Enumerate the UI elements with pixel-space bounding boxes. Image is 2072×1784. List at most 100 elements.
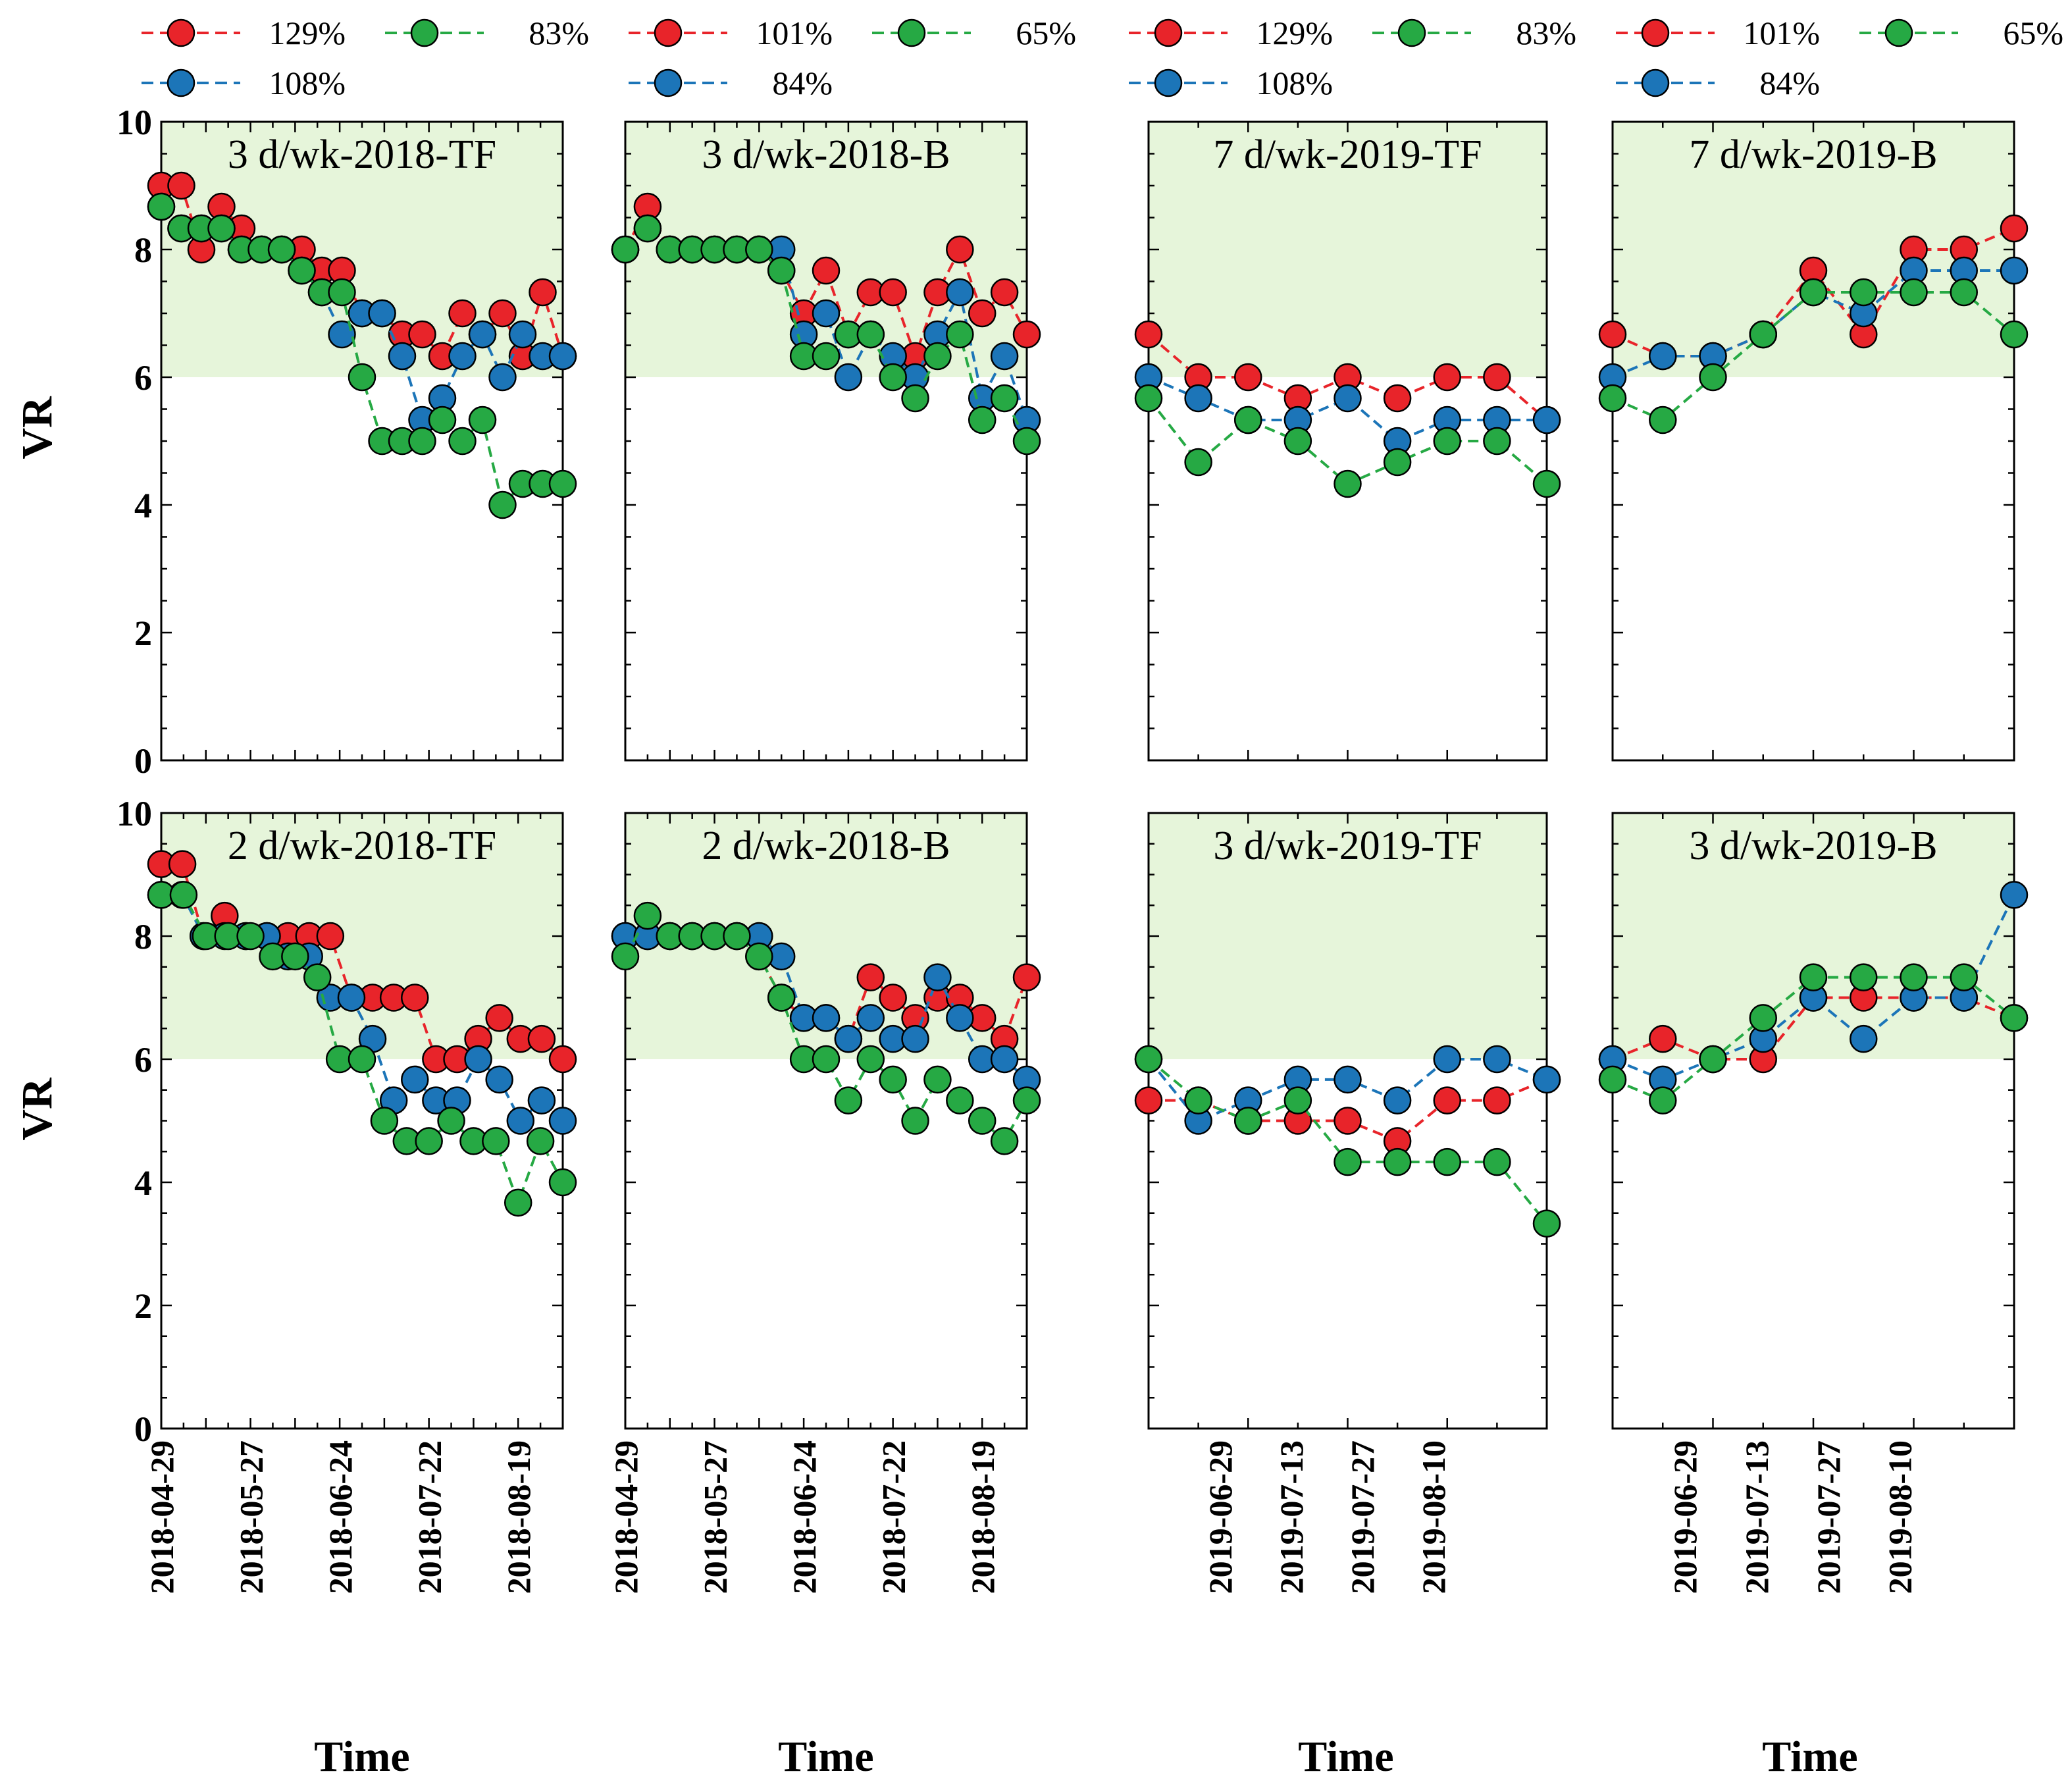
legend-entry-right-1: 83% (1372, 14, 1576, 51)
panel-1-ytick-label-6: 6 (134, 358, 152, 398)
panel-5-series-red-point-8 (316, 922, 345, 951)
panel-8-series-green-point-0 (1598, 1065, 1627, 1094)
panel-5-series-green-point-12 (415, 1127, 443, 1155)
panel-2-series-green-point-15 (946, 320, 974, 349)
legend-label-left-0: 129% (269, 14, 346, 51)
panel-6-series-green-point-11 (856, 1045, 885, 1074)
panel-1-series-green-point-6 (267, 235, 296, 264)
panel-4-series-green-point-0 (1598, 384, 1627, 413)
panel-2: 3 d/wk-2018-B (611, 120, 1041, 762)
panel-5-ytick-label-0: 0 (134, 1409, 152, 1449)
x-axis-title-2: Time (778, 1733, 873, 1781)
legend-entry-left-0: 129% (142, 14, 346, 51)
panel-8-series-blue-point-8 (2000, 881, 2029, 909)
panel-5-ytick-label-10: 10 (117, 794, 152, 833)
panel-6-date-label-2: 2018-06-24 (786, 1440, 823, 1594)
panel-8-series-green-point-1 (1649, 1086, 1677, 1115)
panel-2-series-green-point-11 (856, 320, 885, 349)
panel-4-series-green-point-2 (1699, 363, 1727, 392)
panel-8-date-label-1: 2019-07-13 (1738, 1440, 1775, 1594)
legend-marker-right-0 (1154, 18, 1183, 47)
panel-6-series-green-point-12 (879, 1065, 907, 1094)
legend-entry-right-5: 84% (1616, 65, 1820, 101)
panel-1-series-green (147, 192, 577, 519)
panel-1-ytick-label-4: 4 (134, 486, 152, 525)
panel-5-series-blue-point-17 (506, 1107, 535, 1135)
panel-2-series-green-point-14 (923, 342, 952, 371)
panel-4: 7 d/wk-2019-B (1598, 120, 2029, 762)
panel-4-series-green-point-6 (1900, 278, 1928, 307)
panel-4-title: 7 d/wk-2019-B (1689, 132, 1937, 177)
panel-3-series-green-point-2 (1234, 406, 1262, 434)
panel-2-series-green-point-16 (968, 406, 997, 434)
panel-3-series-red-point-7 (1483, 363, 1511, 392)
panel-1-series-green-point-13 (408, 427, 436, 456)
panel-6-series-green-point-14 (923, 1065, 952, 1094)
panel-8-series-green-point-7 (1950, 963, 1978, 991)
panel-1-series-green-point-20 (548, 469, 577, 498)
panel-5-series-red-point-19 (548, 1045, 577, 1074)
panel-5-series-red-point-18 (527, 1024, 556, 1053)
panel-1-series-blue-point-12 (388, 342, 417, 371)
panel-3-series-green-point-6 (1433, 427, 1461, 456)
panel-6-series-green-point-10 (834, 1086, 863, 1115)
panel-6-series-green-point-9 (812, 1045, 841, 1074)
legend-label-left-2: 108% (269, 65, 346, 101)
legend-marker-right-3 (1641, 18, 1670, 47)
panel-5-series-green-point-6 (281, 942, 309, 971)
panel-1-ytick-label-8: 8 (134, 230, 152, 270)
panel-4-series-green-point-1 (1649, 406, 1677, 434)
panel-1-series-blue-point-16 (468, 320, 497, 349)
panel-3-target-band (1149, 122, 1547, 377)
panel-8-series-blue-point-5 (1850, 1024, 1878, 1053)
panel-6-date-label-4: 2018-08-19 (964, 1440, 1001, 1594)
panel-6-series-green-point-7 (767, 984, 796, 1012)
panel-3-series-green-point-5 (1383, 448, 1412, 477)
panel-8-title: 3 d/wk-2019-B (1689, 824, 1937, 868)
panel-2-series-red-point-12 (879, 278, 907, 307)
legend-label-left-1: 83% (529, 14, 589, 51)
panel-7-series-green-point-5 (1383, 1147, 1412, 1176)
panel-6-date-label-0: 2018-04-29 (608, 1440, 644, 1594)
legend-marker-right-4 (1884, 18, 1913, 47)
panel-2-series-green-point-17 (990, 384, 1019, 413)
panel-7-series-red-point-0 (1134, 1086, 1163, 1115)
legend-label-right-1: 83% (1516, 14, 1576, 51)
panel-1-ytick-label-10: 10 (117, 103, 152, 142)
legend-label-left-3: 101% (756, 14, 833, 51)
panel-2-series-red-point-18 (1012, 320, 1041, 349)
panel-1-series-green-point-9 (328, 278, 356, 307)
panel-2-title: 3 d/wk-2018-B (702, 132, 950, 177)
legend-label-right-4: 65% (2003, 14, 2063, 51)
panel-2-series-green-point-13 (901, 384, 929, 413)
panel-2-series-green-point-1 (633, 214, 662, 243)
panel-7-date-label-1: 2019-07-13 (1273, 1440, 1310, 1594)
panel-3-series-red-point-5 (1383, 384, 1412, 413)
panel-2-series-green-point-12 (879, 363, 907, 392)
panel-5-series-green-point-17 (526, 1127, 555, 1155)
panel-2-series-green (611, 214, 1041, 456)
panel-1-series-red-point-17 (488, 299, 517, 328)
legend-marker-left-0 (167, 18, 195, 47)
panel-6-series-green-point-6 (745, 942, 773, 971)
panel-1-series-blue-point-17 (488, 363, 517, 392)
panel-8-series-green-point-4 (1799, 963, 1828, 991)
legend-marker-left-3 (654, 18, 683, 47)
panel-2-series-blue-point-10 (834, 363, 863, 392)
panel-1-series-green-point-7 (288, 256, 316, 285)
panel-8-series-green-point-6 (1900, 963, 1928, 991)
panel-2-series-green-point-9 (812, 342, 841, 371)
panel-7-date-label-3: 2019-08-10 (1415, 1440, 1452, 1594)
panel-5-date-label-3: 2018-07-22 (411, 1440, 448, 1594)
panels-area: 0 2 4 6 8 10 3 d/wk-2018-TF 3 d/wk-2018-B 7 d/wk… (117, 103, 2029, 1594)
legend-label-right-0: 129% (1256, 14, 1333, 51)
panel-6: 2 d/wk-2018-B 2018-04-29 2018-05-27 2018-06… (608, 812, 1041, 1594)
panel-8-date-label-0: 2019-06-29 (1667, 1440, 1703, 1594)
panel-1-series-green-point-17 (488, 490, 517, 519)
panel-5-series-green (147, 881, 577, 1217)
legend-label-right-2: 108% (1256, 65, 1333, 101)
panel-1: 0 2 4 6 8 10 3 d/wk-2018-TF (117, 103, 577, 781)
panel-1-series-green-point-10 (348, 363, 376, 392)
panel-6-series-red-point-18 (1012, 963, 1041, 991)
